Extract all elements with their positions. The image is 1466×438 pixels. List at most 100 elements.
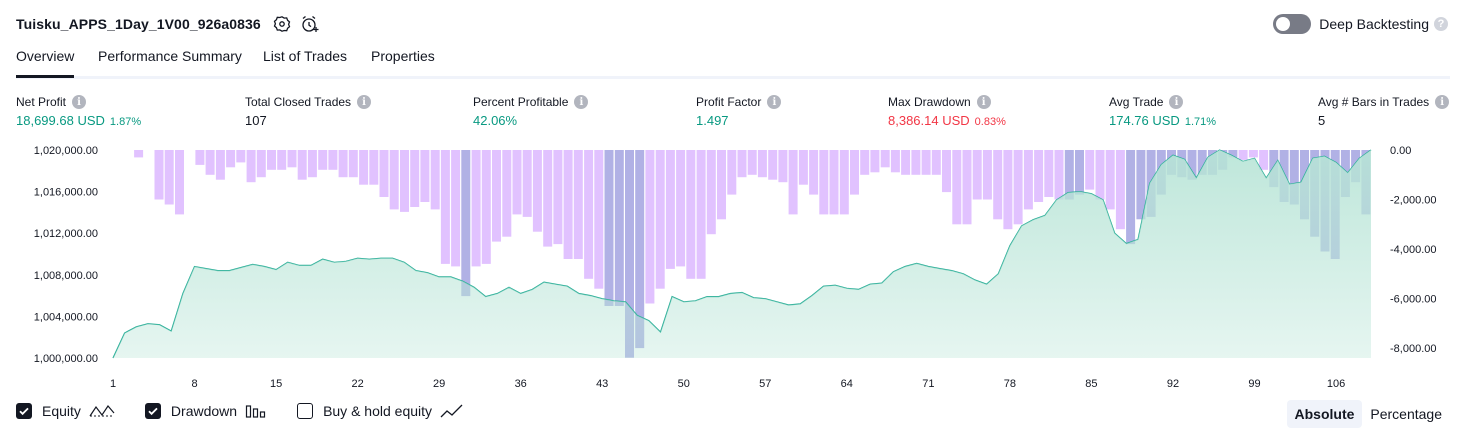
x-tick-label: 29 <box>433 378 445 390</box>
info-icon[interactable]: i <box>767 95 781 109</box>
equity-series <box>113 150 1371 358</box>
metric-percent: 1.71% <box>1185 116 1216 128</box>
drawdown-bar <box>400 150 409 212</box>
drawdown-bar <box>727 150 736 195</box>
tab-list-of-trades[interactable]: List of Trades <box>263 48 347 75</box>
drawdown-bar <box>247 150 256 182</box>
drawdown-bar <box>963 150 972 224</box>
tab-overview[interactable]: Overview <box>16 48 74 78</box>
drawdown-bar <box>1024 150 1033 209</box>
drawdown-bar <box>1259 150 1268 170</box>
drawdown-bar <box>134 150 143 157</box>
equity-line-icon <box>89 403 115 419</box>
x-tick-label: 99 <box>1248 378 1260 390</box>
equity-drawdown-chart[interactable]: 1,000,000.00 1,004,000.00 1,008,000.00 1,01… <box>0 140 1466 396</box>
drawdown-bar <box>175 150 184 214</box>
right-tick-label: -6,000.00 <box>1390 294 1436 306</box>
drawdown-bar <box>328 150 337 170</box>
drawdown-bar <box>850 150 859 195</box>
drawdown-bar <box>1106 150 1115 209</box>
x-tick-label: 1 <box>110 378 116 390</box>
legend-drawdown[interactable]: Drawdown <box>145 403 267 419</box>
drawdown-bar <box>298 150 307 180</box>
left-tick-label: 1,004,000.00 <box>34 311 98 323</box>
alarm-clock-add-icon[interactable] <box>299 13 321 35</box>
metric-value: 18,699.68 USD <box>16 113 105 128</box>
drawdown-bar <box>717 150 726 219</box>
left-tick-label: 1,008,000.00 <box>34 270 98 282</box>
drawdown-bar <box>952 150 961 224</box>
metric-total-closed-trades: Total Closed Trades i 107 <box>245 94 371 128</box>
drawdown-bar <box>594 150 603 289</box>
drawdown-bar <box>891 150 900 172</box>
drawdown-bar <box>686 150 695 279</box>
drawdown-bar <box>758 150 767 177</box>
gear-icon[interactable] <box>271 13 293 35</box>
buy-hold-checkbox[interactable] <box>297 403 313 419</box>
drawdown-bar <box>155 150 164 200</box>
question-icon[interactable]: ? <box>1434 17 1448 31</box>
info-icon[interactable]: i <box>357 95 371 109</box>
deep-backtesting-toggle[interactable] <box>1273 14 1311 34</box>
drawdown-bar <box>870 150 879 172</box>
info-icon[interactable]: i <box>1169 95 1183 109</box>
drawdown-bar <box>666 150 675 269</box>
legend-equity[interactable]: Equity <box>16 403 115 419</box>
legend-label: Drawdown <box>171 403 237 419</box>
metric-value: 1.497 <box>696 113 729 128</box>
left-tick-label: 1,016,000.00 <box>34 187 98 199</box>
absolute-mode-button[interactable]: Absolute <box>1287 400 1363 428</box>
right-tick-label: -8,000.00 <box>1390 343 1436 355</box>
drawdown-checkbox[interactable] <box>145 403 161 419</box>
drawdown-bar <box>420 150 429 202</box>
deep-backtesting-label: Deep Backtesting <box>1319 16 1429 32</box>
metric-value: 174.76 USD <box>1109 113 1180 128</box>
drawdown-bar <box>605 150 614 306</box>
metric-label: Max Drawdown <box>888 95 971 109</box>
drawdown-bar <box>819 150 828 214</box>
drawdown-bar <box>277 150 286 170</box>
drawdown-bar <box>1003 150 1012 229</box>
drawdown-bar <box>738 150 747 177</box>
drawdown-bar <box>1096 150 1105 200</box>
drawdown-bar <box>768 150 777 180</box>
drawdown-bar <box>1055 150 1064 200</box>
x-tick-label: 85 <box>1085 378 1097 390</box>
x-axis: 1 8 15 22 29 36 43 50 57 64 71 78 85 92 99 106 <box>110 378 1345 390</box>
info-icon[interactable]: i <box>72 95 86 109</box>
tab-properties[interactable]: Properties <box>371 48 435 75</box>
info-icon[interactable]: i <box>977 95 991 109</box>
metric-max-drawdown: Max Drawdown i 8,386.14 USD 0.83% <box>888 94 1006 128</box>
metric-label: Total Closed Trades <box>245 95 351 109</box>
left-tick-label: 1,020,000.00 <box>34 145 98 157</box>
drawdown-bar <box>288 150 297 167</box>
drawdown-bar <box>1249 150 1258 157</box>
metric-label: Net Profit <box>16 95 66 109</box>
drawdown-bar <box>799 150 808 185</box>
tab-performance-summary[interactable]: Performance Summary <box>98 48 242 75</box>
drawdown-bar <box>615 150 624 306</box>
drawdown-bar <box>195 150 204 165</box>
drawdown-bar <box>707 150 716 234</box>
x-tick-label: 43 <box>596 378 608 390</box>
drawdown-bar <box>1044 150 1053 197</box>
drawdown-bar <box>584 150 593 279</box>
drawdown-bar <box>983 150 992 200</box>
info-icon[interactable]: i <box>1435 95 1449 109</box>
percentage-mode-button[interactable]: Percentage <box>1362 400 1450 428</box>
metric-avg-trade: Avg Trade i 174.76 USD 1.71% <box>1109 94 1216 128</box>
equity-checkbox[interactable] <box>16 403 32 419</box>
drawdown-bar <box>441 150 450 264</box>
drawdown-bar <box>922 150 931 175</box>
drawdown-bar <box>369 150 378 185</box>
metric-value: 8,386.14 USD <box>888 113 970 128</box>
info-icon[interactable]: i <box>574 95 588 109</box>
drawdown-bar <box>165 150 174 205</box>
drawdown-bar <box>451 150 460 266</box>
drawdown-bar <box>1126 150 1135 244</box>
metric-label: Avg Trade <box>1109 95 1163 109</box>
drawdown-bar <box>901 150 910 175</box>
drawdown-bar <box>431 150 440 209</box>
deep-backtesting-control: Deep Backtesting ? <box>1273 14 1448 34</box>
legend-buy-hold-equity[interactable]: Buy & hold equity <box>297 403 464 419</box>
